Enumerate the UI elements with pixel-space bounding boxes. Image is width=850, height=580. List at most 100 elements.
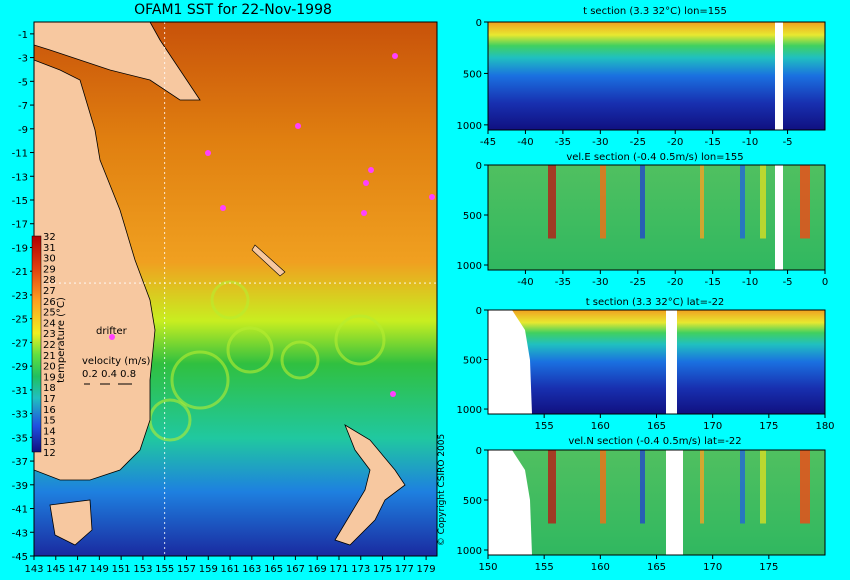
map-x-tick-label: 157 (177, 564, 196, 575)
section-x-tick-label: 155 (535, 562, 554, 573)
section-x-tick-label: 170 (703, 421, 722, 432)
section-y-tick-label: 500 (463, 69, 482, 80)
map-x-tick-label: 171 (329, 564, 348, 575)
velocity-scale-label: 0.2 0.4 0.8 (82, 369, 136, 380)
map-y-tick-label: -17 (12, 220, 28, 231)
colorbar-tick-label: 19 (43, 372, 56, 383)
drifter-marker (295, 123, 301, 129)
velocity-streak (800, 450, 810, 524)
section-y-tick-label: 1000 (457, 261, 482, 272)
t-section-lon155: -45 -40 -35 -30 -25 -20 -15 -10 -5 0 500 1000 (457, 18, 826, 148)
land-tasmania (49, 499, 93, 546)
map-y-tick-label: -3 (18, 54, 28, 65)
sst-map: 143 145 147 149 151 153 155 157 159 161 163 165 167 1… (12, 21, 438, 575)
velocity-label: velocity (m/s) (82, 356, 150, 367)
drifter-marker (361, 210, 367, 216)
section-x-tick-label: 170 (703, 562, 722, 573)
land-new-zealand (334, 424, 406, 546)
section-y-tick-label: 1000 (457, 405, 482, 416)
map-y-tick-label: -9 (18, 125, 28, 136)
map-y-tick-label: -37 (12, 457, 28, 468)
velocity-streak (640, 450, 645, 524)
map-x-tick-label: 147 (68, 564, 87, 575)
map-y-tick-label: -33 (12, 410, 28, 421)
section-x-tick-label: -10 (742, 277, 758, 288)
section-x-tick-label: -45 (480, 137, 496, 148)
map-y-tick-label: -41 (12, 505, 28, 516)
section-gap (775, 22, 783, 130)
map-y-tick-label: -25 (12, 315, 28, 326)
colorbar-tick-label: 17 (43, 394, 56, 405)
section-x-tick-label: -25 (630, 277, 646, 288)
section-x-tick-label: 165 (647, 421, 666, 432)
section-y-tick-label: 0 (476, 161, 482, 172)
velocity-streak (760, 450, 766, 524)
eddy (280, 340, 320, 380)
velocity-streak (548, 165, 556, 239)
colorbar-tick-label: 13 (43, 437, 56, 448)
section-y-tick-label: 500 (463, 356, 482, 367)
copyright: © Copyright CSIRO 2005 (437, 434, 447, 546)
colorbar-label: temperature (°C) (56, 297, 67, 383)
vel-e-section-lon155: -40 -35 -30 -25 -20 -15 -10 -5 0 0 500 1000 (457, 161, 829, 288)
colorbar-tick-label: 12 (43, 448, 56, 459)
section-gap (666, 310, 677, 414)
colorbar-tick-label: 32 (43, 232, 56, 243)
map-y-tick-label: -45 (12, 552, 28, 563)
drifter-marker (390, 391, 396, 397)
map-x-tick-label: 161 (221, 564, 240, 575)
map-x-tick-label: 169 (308, 564, 327, 575)
map-x-tick-label: 149 (90, 564, 109, 575)
section-x-tick-label: -5 (783, 137, 793, 148)
section-frame (487, 21, 826, 131)
map-x-tick-label: 167 (286, 564, 305, 575)
colorbar-tick-label: 23 (43, 329, 56, 340)
map-x-tick-label: 175 (373, 564, 392, 575)
section-field (488, 165, 825, 270)
section-x-tick-label: -40 (517, 277, 533, 288)
land-mask (488, 310, 532, 414)
colorbar-tick-label: 20 (43, 362, 56, 373)
section-x-tick-label: 175 (759, 562, 778, 573)
section-field (488, 22, 825, 130)
t-section-lat-22: 155 160 165 170 175 180 0 500 1000 (457, 306, 835, 432)
map-y-tick-label: -23 (12, 291, 28, 302)
map-x-tick-label: 179 (417, 564, 436, 575)
section-x-tick-label: 160 (591, 421, 610, 432)
section-x-tick-label: -10 (742, 137, 758, 148)
section-x-tick-label: -20 (667, 137, 683, 148)
eddy (210, 280, 250, 320)
section-x-tick-label: -15 (704, 277, 720, 288)
colorbar-tick-label: 14 (43, 426, 56, 437)
map-x-tick-label: 163 (242, 564, 261, 575)
section-x-tick-label: -25 (630, 137, 646, 148)
section-x-tick-label: -35 (555, 277, 571, 288)
map-y-tick-label: -27 (12, 338, 28, 349)
map-y-tick-label: -39 (12, 481, 28, 492)
section-y-tick-label: 0 (476, 446, 482, 457)
land-australia (33, 59, 156, 481)
land-mask (488, 450, 532, 555)
section-x-tick-label: -5 (783, 277, 793, 288)
eddy (226, 326, 274, 374)
colorbar-tick-label: 24 (43, 318, 56, 329)
section-y-tick-label: 0 (476, 306, 482, 317)
velocity-streak (600, 165, 606, 239)
map-y-tick-label: -15 (12, 196, 28, 207)
map-x-tick-label: 177 (395, 564, 414, 575)
land-new-guinea (33, 21, 201, 101)
colorbar-tick-label: 18 (43, 383, 56, 394)
velocity-streak (740, 165, 745, 239)
section-frame (487, 164, 826, 271)
colorbar-tick-label: 29 (43, 264, 56, 275)
drifter-marker (429, 194, 435, 200)
velocity-streak (640, 165, 645, 239)
velocity-streak (740, 450, 745, 524)
velocity-streak (760, 165, 766, 239)
section-x-tick-label: -20 (667, 277, 683, 288)
section-x-tick-label: -35 (555, 137, 571, 148)
map-y-tick-label: -11 (12, 149, 28, 160)
map-title: OFAM1 SST for 22-Nov-1998 (134, 2, 332, 18)
vel-n-section-lat-22: 150 155 160 165 170 175 0 500 1000 (457, 446, 826, 573)
